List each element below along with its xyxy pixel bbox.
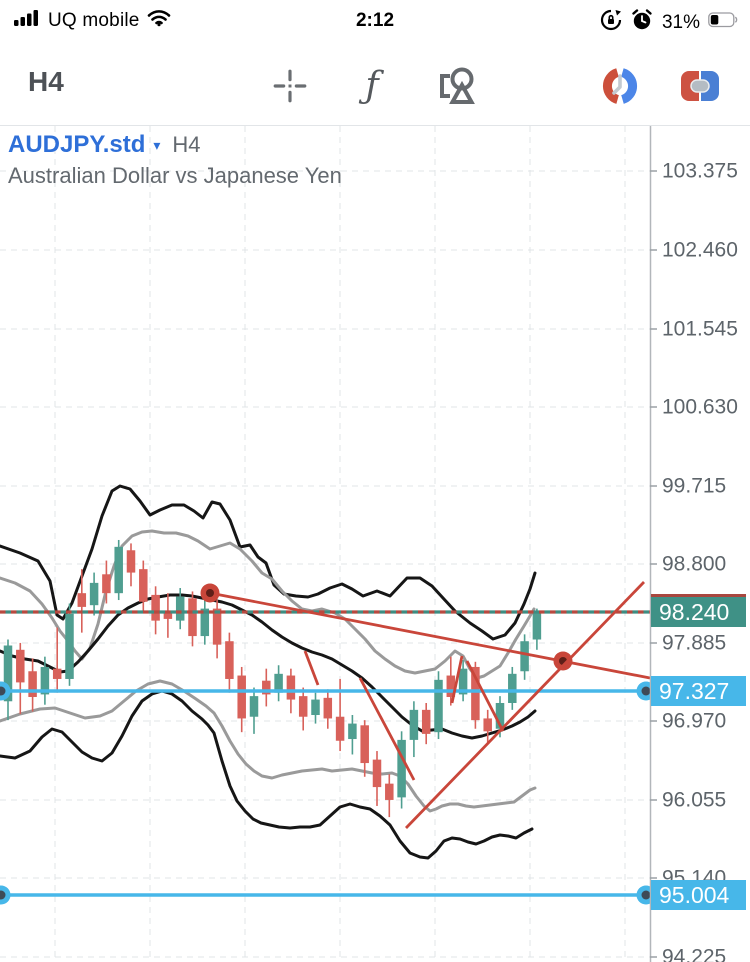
candle-down (53, 669, 62, 679)
candle-up (410, 710, 419, 740)
candle-up (250, 696, 259, 717)
price-badge-95004: 95.004 (651, 880, 746, 910)
function-icon: ƒ (365, 68, 378, 104)
candle-up (176, 597, 185, 621)
axis-price-label: 99.715 (662, 475, 726, 498)
candle-down (16, 650, 25, 683)
candle-up (90, 583, 99, 605)
candle-down (373, 760, 382, 787)
candle-up (520, 641, 529, 671)
one-click-trading-button[interactable] (676, 62, 724, 110)
candle-down (28, 671, 36, 697)
candle-down (483, 718, 492, 731)
axis-price-label: 98.800 (662, 553, 726, 576)
candle-up (508, 674, 517, 703)
status-bar: UQ mobile 2:12 (0, 0, 750, 48)
trading-sessions-button[interactable] (596, 62, 644, 110)
axis-price-label: 103.375 (662, 160, 738, 183)
axis-price-label: 97.885 (662, 632, 726, 655)
candle-down (78, 593, 87, 607)
candle-up (65, 614, 74, 679)
battery-icon (708, 12, 738, 33)
svg-text:97.327: 97.327 (659, 678, 729, 704)
price-axis: 103.375 102.460 101.545 100.630 99.715 98.800… (650, 126, 750, 962)
axis-price-label: 94.225 (662, 946, 726, 962)
objects-icon (435, 63, 481, 109)
chart-toolbar: H4 ƒ (0, 48, 750, 125)
lower-middle-gray (0, 681, 535, 811)
chevron-down-icon[interactable]: ▾ (153, 137, 160, 154)
candle-down (360, 725, 369, 763)
candle-down (324, 698, 333, 719)
candle-up (114, 547, 123, 593)
price-badge-98240: 98.240 (651, 594, 746, 627)
price-chart[interactable]: 103.375 102.460 101.545 100.630 99.715 98.800… (0, 125, 750, 962)
alarm-icon (630, 8, 654, 37)
svg-text:95.004: 95.004 (659, 882, 730, 908)
candle-up (348, 724, 357, 739)
symbol-description: Australian Dollar vs Japanese Yen (8, 163, 342, 189)
price-chart-svg[interactable]: 103.375 102.460 101.545 100.630 99.715 98.800… (0, 126, 750, 962)
candle-down (127, 550, 136, 572)
candle-down (422, 710, 431, 734)
objects-button[interactable] (434, 62, 482, 110)
crosshair-button[interactable] (266, 62, 314, 110)
indicators-button[interactable]: ƒ (348, 62, 396, 110)
axis-price-label: 96.055 (662, 789, 726, 812)
candle-down (299, 696, 308, 717)
axis-price-label: 100.630 (662, 396, 738, 419)
rotation-lock-icon (600, 9, 622, 36)
axis-price-label: 101.545 (662, 318, 738, 341)
candle-up (311, 700, 320, 715)
candle-down (102, 574, 111, 593)
descending-trendline[interactable] (210, 593, 650, 678)
candle-down (287, 676, 296, 700)
candle-down (213, 609, 222, 645)
trade-toggle-icon (679, 69, 721, 103)
crosshair-icon (271, 67, 309, 105)
candle-down (237, 676, 246, 719)
timeframe-button[interactable]: H4 (28, 66, 64, 98)
candle-down (385, 784, 394, 800)
sessions-clock-icon (600, 66, 640, 106)
axis-price-label: 96.970 (662, 710, 726, 733)
symbol-label[interactable]: AUDJPY.std (8, 131, 145, 159)
header-timeframe-label: H4 (172, 132, 200, 158)
price-badge-97327: 97.327 (651, 676, 746, 706)
candle-down (225, 641, 234, 679)
upper-band-black (0, 486, 535, 639)
svg-text:98.240: 98.240 (659, 599, 729, 625)
chart-header: AUDJPY.std ▾ H4 Australian Dollar vs Jap… (8, 131, 342, 189)
axis-price-label: 102.460 (662, 239, 738, 262)
candle-down (336, 717, 345, 741)
candle-up (533, 612, 542, 639)
candle-down (139, 569, 148, 602)
candle-up (434, 680, 443, 732)
red-segment-1[interactable] (305, 651, 318, 685)
battery-percentage: 31% (662, 12, 700, 34)
candle-down (151, 595, 160, 621)
candle-down (188, 598, 197, 636)
symbol-selector[interactable]: AUDJPY.std ▾ H4 (8, 131, 342, 159)
grid (0, 126, 650, 962)
price-level-95004[interactable] (0, 886, 656, 905)
